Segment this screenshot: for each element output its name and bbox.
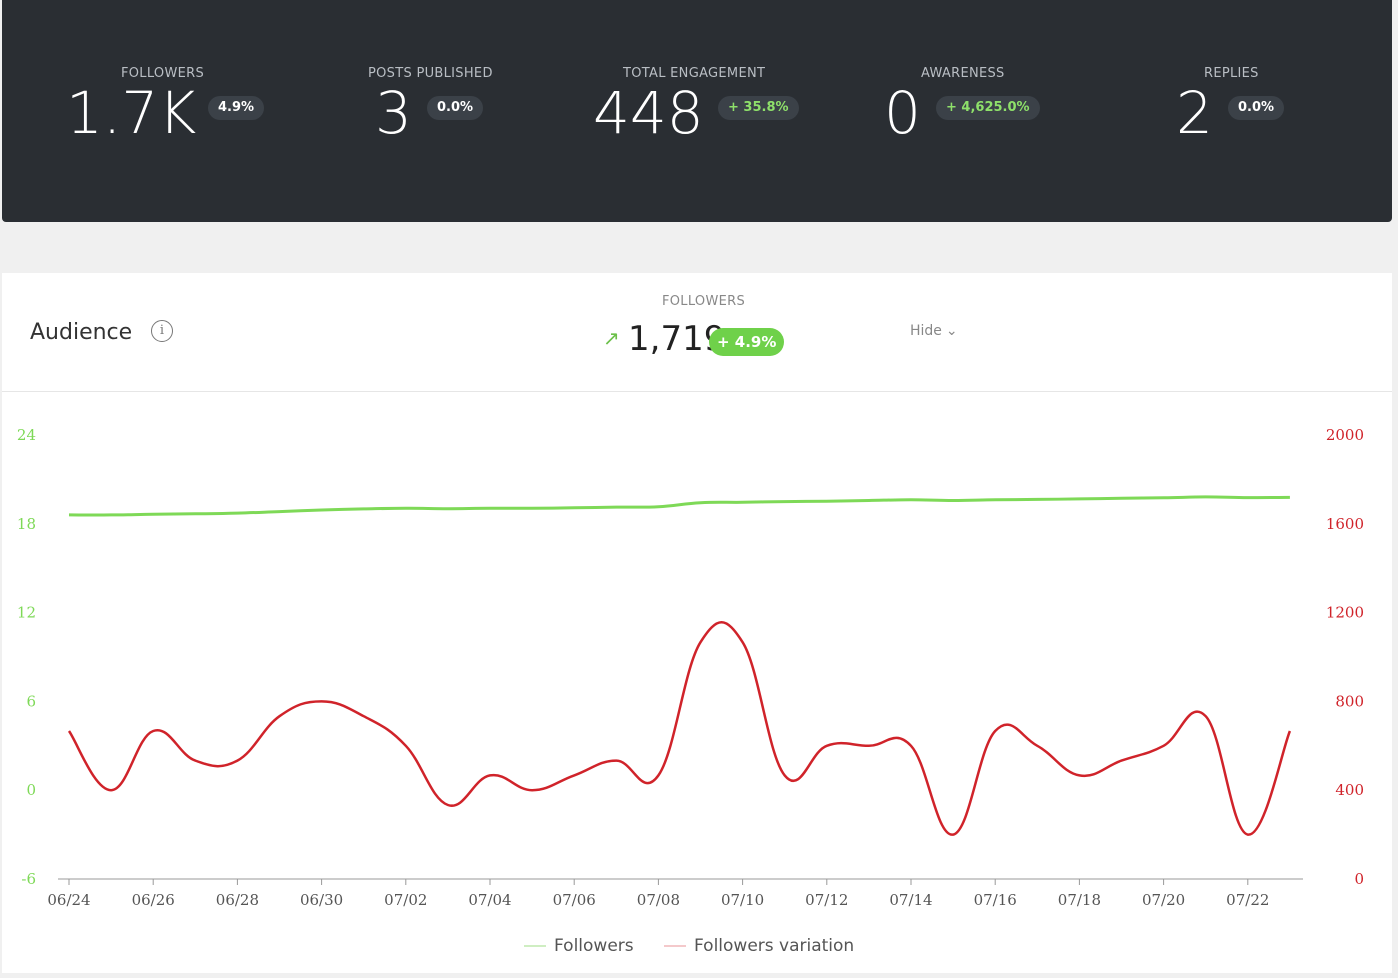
y-right-tick-label: 1600 xyxy=(1326,515,1364,533)
stat-value: 448 xyxy=(593,79,704,147)
x-tick-label: 07/06 xyxy=(553,891,596,909)
stat-label: FOLLOWERS xyxy=(121,66,205,81)
y-left-tick-label: 0 xyxy=(26,781,36,799)
y-right-tick-label: 800 xyxy=(1335,692,1364,710)
followers-label: FOLLOWERS xyxy=(662,294,746,309)
x-tick-label: 07/08 xyxy=(637,891,680,909)
y-right-tick-label: 2000 xyxy=(1326,426,1364,444)
stat-badge: + 4,625.0% xyxy=(936,96,1040,120)
series-line-followers-variation xyxy=(67,621,1292,836)
stat-label: TOTAL ENGAGEMENT xyxy=(623,66,766,81)
x-tick-label: 07/22 xyxy=(1226,891,1269,909)
followers-change-badge: + 4.9% xyxy=(709,328,785,356)
stat-value: 0 xyxy=(884,79,921,147)
stat-value: 3 xyxy=(375,79,412,147)
y-right-tick-label: 400 xyxy=(1335,781,1364,799)
legend-swatch xyxy=(664,945,686,947)
stat-badge: 0.0% xyxy=(1228,96,1285,120)
y-left-tick-label: 12 xyxy=(17,604,36,622)
legend-label: Followers variation xyxy=(694,936,855,956)
x-tick-label: 06/26 xyxy=(132,891,175,909)
stat-value: 1.7K xyxy=(66,79,197,147)
stats-bar: FOLLOWERS 1.7K 4.9% POSTS PUBLISHED 3 0.… xyxy=(2,0,1392,222)
y-right-tick-label: 1200 xyxy=(1326,604,1364,622)
audience-card: Audience i FOLLOWERS ↗ 1,719 + 4.9% Hide… xyxy=(2,273,1392,973)
stat-badge: 4.9% xyxy=(208,96,265,120)
chevron-down-icon: ⌄ xyxy=(945,323,958,339)
audience-header: Audience i FOLLOWERS ↗ 1,719 + 4.9% Hide… xyxy=(2,273,1392,392)
x-tick-label: 06/30 xyxy=(300,891,343,909)
y-right-tick-label: 0 xyxy=(1354,870,1364,888)
x-tick-label: 06/24 xyxy=(47,891,90,909)
hide-toggle[interactable]: Hide ⌄ xyxy=(910,323,958,339)
arrow-up-right-icon: ↗ xyxy=(603,326,620,350)
hide-label: Hide xyxy=(910,323,942,339)
legend-item-followers[interactable]: Followers xyxy=(524,936,634,956)
legend-swatch xyxy=(524,945,546,947)
legend-label: Followers xyxy=(554,936,634,956)
x-tick-label: 07/16 xyxy=(974,891,1017,909)
series-line-followers xyxy=(68,495,1290,517)
y-left-tick-label: 24 xyxy=(17,426,36,444)
chart-legend: Followers Followers variation xyxy=(0,936,1398,960)
stat-badge: 0.0% xyxy=(427,96,484,120)
legend-item-variation[interactable]: Followers variation xyxy=(664,936,854,956)
stat-label: REPLIES xyxy=(1204,66,1259,81)
y-left-tick-label: -6 xyxy=(21,870,36,888)
y-left-tick-label: 18 xyxy=(17,515,36,533)
audience-title: Audience xyxy=(30,320,133,345)
y-left-tick-label: 6 xyxy=(26,692,36,710)
info-icon[interactable]: i xyxy=(151,320,173,342)
x-tick-label: 07/20 xyxy=(1142,891,1185,909)
stat-value: 2 xyxy=(1176,79,1213,147)
x-tick-label: 06/28 xyxy=(216,891,259,909)
x-tick-label: 07/10 xyxy=(721,891,764,909)
audience-chart: 24 18 12 6 0 -6 2000 1600 1200 800 400 0 06/24 06/26 0… xyxy=(17,426,1364,909)
x-tick-label: 07/14 xyxy=(889,891,932,909)
x-tick-label: 07/02 xyxy=(384,891,427,909)
stat-label: AWARENESS xyxy=(921,66,1005,81)
stat-label: POSTS PUBLISHED xyxy=(368,66,493,81)
x-tick-label: 07/18 xyxy=(1058,891,1101,909)
x-tick-label: 07/12 xyxy=(805,891,848,909)
x-tick-label: 07/04 xyxy=(468,891,511,909)
stat-badge: + 35.8% xyxy=(718,96,799,120)
